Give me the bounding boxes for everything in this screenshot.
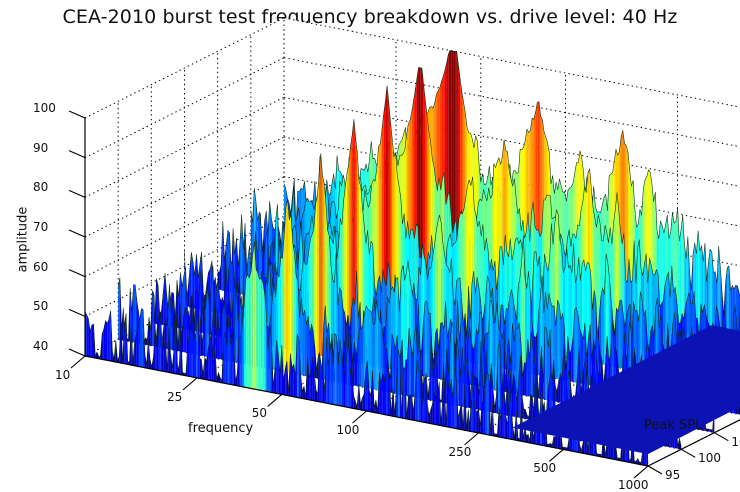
y-tick-label: 70 xyxy=(33,220,48,234)
x-tick-label: 50 xyxy=(252,406,267,420)
y-axis-label: amplitude xyxy=(16,195,31,285)
x-tick-label: 10 xyxy=(55,368,70,382)
y-tick-label: 80 xyxy=(33,180,48,194)
z-tick-label: 105 xyxy=(731,435,740,449)
y-tick-label: 90 xyxy=(33,141,48,155)
plot-root: CEA-2010 burst test frequency breakdown … xyxy=(0,0,740,480)
z-tick-label: 100 xyxy=(698,451,721,465)
surface-plot-canvas xyxy=(0,0,740,480)
y-tick-label: 100 xyxy=(33,101,56,115)
x-axis-label: frequency xyxy=(188,421,253,436)
y-tick-label: 40 xyxy=(33,339,48,353)
z-axis-label: Peak SPL xyxy=(644,418,702,433)
x-tick-label: 1000 xyxy=(618,478,649,492)
x-tick-label: 25 xyxy=(167,390,182,404)
x-tick-label: 250 xyxy=(449,445,472,459)
x-tick-label: 100 xyxy=(337,423,360,437)
y-tick-label: 50 xyxy=(33,299,48,313)
y-tick-label: 60 xyxy=(33,260,48,274)
x-tick-label: 500 xyxy=(533,461,556,475)
